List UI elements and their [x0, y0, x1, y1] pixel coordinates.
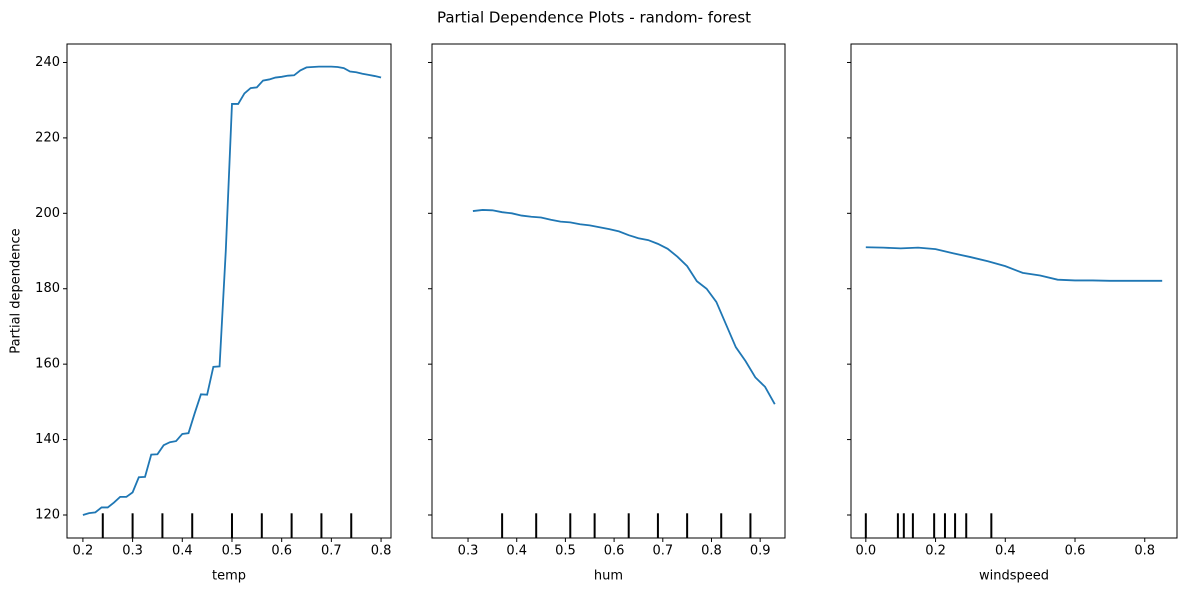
x-tick-label: 0.2: [73, 544, 94, 559]
x-tick-label: 0.8: [701, 544, 722, 559]
y-tick-label: 120: [35, 507, 60, 522]
y-tick-label: 180: [35, 281, 60, 296]
y-tick-label: 140: [35, 432, 60, 447]
x-tick-label: 0.2: [925, 544, 946, 559]
y-tick-label: 220: [35, 130, 60, 145]
y-axis-label: Partial dependence: [9, 228, 24, 353]
x-tick-label: 0.5: [555, 544, 576, 559]
x-tick-label: 0.8: [1134, 544, 1155, 559]
pd-line: [472, 209, 776, 405]
x-axis-label: hum: [594, 569, 623, 584]
x-tick-label: 0.6: [1065, 544, 1086, 559]
x-tick-label: 0.9: [750, 544, 771, 559]
x-tick-label: 0.7: [652, 544, 673, 559]
x-axis-label: temp: [212, 569, 246, 584]
y-tick-label: 160: [35, 357, 60, 372]
axes-frame: [850, 43, 1178, 539]
axes-frame: [66, 43, 392, 539]
x-tick-label: 0.7: [321, 544, 342, 559]
x-tick-label: 0.5: [222, 544, 243, 559]
x-tick-label: 0.0: [855, 544, 876, 559]
figure-title: Partial Dependence Plots - random- fores…: [437, 9, 751, 27]
pd-line: [82, 65, 382, 516]
y-tick-label: 200: [35, 206, 60, 221]
pd-line: [865, 246, 1163, 282]
x-tick-label: 0.8: [371, 544, 392, 559]
x-tick-label: 0.3: [122, 544, 143, 559]
axes-frame: [431, 43, 786, 539]
y-tick-label: 240: [35, 55, 60, 70]
x-tick-label: 0.4: [995, 544, 1016, 559]
x-axis-label: windspeed: [979, 569, 1049, 584]
x-tick-label: 0.6: [604, 544, 625, 559]
x-tick-label: 0.3: [458, 544, 479, 559]
x-tick-label: 0.4: [506, 544, 527, 559]
x-tick-label: 0.6: [271, 544, 292, 559]
x-tick-label: 0.4: [172, 544, 193, 559]
